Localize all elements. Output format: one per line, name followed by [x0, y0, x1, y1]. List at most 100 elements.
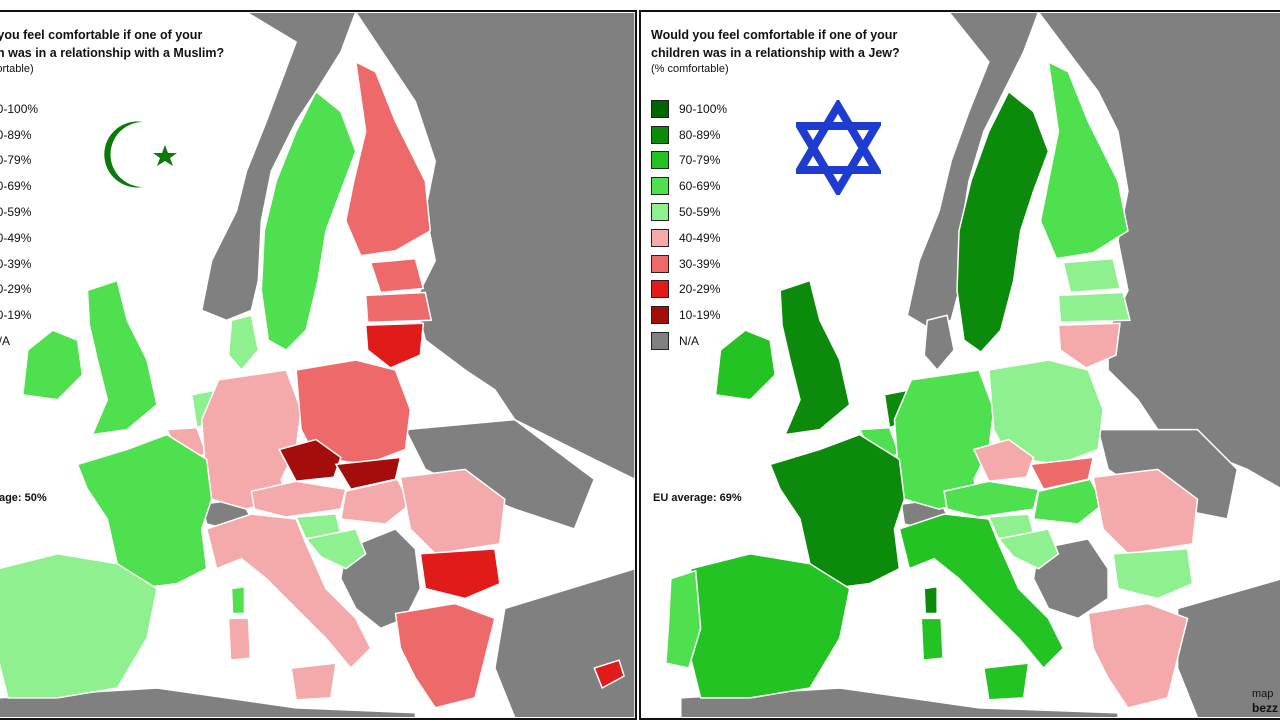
estonia-region: [369, 257, 425, 294]
jew-eu-average: EU average: 69%: [653, 492, 742, 504]
africa-region: [680, 687, 1119, 718]
legend-item: 20-29%: [0, 282, 32, 297]
finland-region: [1039, 60, 1129, 260]
jew-map-title: Would you feel comfortable if one of you…: [651, 26, 931, 77]
legend-item: 50-59%: [0, 205, 32, 220]
legend-swatch: [651, 203, 669, 222]
legend-swatch: [651, 254, 669, 273]
credit-line-1: map: [1251, 688, 1274, 700]
latvia-region: [1057, 291, 1131, 324]
legend-swatch: [651, 125, 669, 144]
legend-item: 40-49%: [0, 230, 32, 245]
ireland-region: [22, 329, 84, 401]
jew-map-title-text: Would you feel comfortable if one of you…: [651, 28, 900, 60]
ukraine-region: [1097, 428, 1239, 520]
lithuania-region: [364, 322, 425, 369]
poland-region: [295, 359, 412, 466]
legend-item: 80-89%: [651, 122, 727, 148]
sweden-region: [956, 90, 1050, 354]
muslim-map-title-text: Would you feel comfortable if one of you…: [0, 28, 225, 60]
ireland-region: [714, 329, 776, 401]
sweden-region: [260, 90, 357, 352]
romania-region: [399, 468, 506, 555]
sicily-region: [983, 662, 1030, 701]
italy-region: [898, 513, 1065, 670]
map-credit: map bezz: [1252, 687, 1278, 716]
france-region: [76, 433, 213, 590]
latvia-region: [364, 291, 433, 324]
legend-item: 60-69%: [651, 173, 727, 199]
legend-item: 70-79%: [651, 148, 727, 174]
austria-region: [250, 480, 347, 518]
poland-region: [988, 359, 1104, 466]
sardinia-region: [227, 617, 252, 661]
sardinia-region: [920, 617, 944, 661]
spain-region: [689, 553, 851, 699]
bulgaria-region: [1112, 548, 1194, 600]
hungary-region: [339, 478, 412, 525]
finland-region: [345, 60, 432, 257]
lithuania-region: [1057, 322, 1121, 369]
legend-item: 90-100%: [0, 101, 39, 116]
austria-region: [943, 480, 1040, 518]
legend-item: N/A: [651, 328, 727, 354]
uk-region: [86, 279, 158, 436]
cyprus-region: [593, 659, 625, 690]
legend-item: 10-19%: [0, 308, 32, 323]
romania-region: [1092, 468, 1199, 555]
uk-region: [779, 279, 851, 436]
greece-region: [394, 602, 496, 709]
africa-region: [0, 687, 417, 718]
legend-item: 60-69%: [0, 179, 32, 194]
spain-region: [0, 553, 158, 699]
muslim-eu-average: EU average: 50%: [0, 492, 47, 504]
croatia-region: [304, 528, 367, 570]
czechia-region: [972, 438, 1035, 483]
turkey-region: [494, 567, 635, 718]
norway-region: [200, 12, 357, 322]
russia-region: [354, 12, 635, 481]
legend-item: 80-89%: [0, 127, 32, 142]
denmark-region: [227, 314, 260, 372]
legend-swatch: [651, 228, 669, 247]
muslim-map-panel: Would you feel comfortable if one of you…: [0, 10, 637, 720]
muslim-map-title: Would you feel comfortable if one of you…: [0, 26, 236, 77]
sicily-region: [290, 662, 337, 701]
jew-map-panel: Would you feel comfortable if one of you…: [639, 10, 1280, 720]
legend-swatch: [651, 177, 669, 196]
legend-item: 70-79%: [0, 153, 32, 168]
legend-swatch: [651, 99, 669, 118]
portugal-region: [665, 569, 702, 669]
jew-europe-map: [665, 12, 1280, 718]
legend-item: 30-39%: [0, 256, 32, 271]
greece-region: [1087, 602, 1189, 709]
hungary-region: [1032, 478, 1105, 525]
muslim-europe-map: [0, 12, 635, 718]
legend-swatch: [651, 151, 669, 170]
muslim-map-legend: 90-100% 80-89% 70-79% 60-69% 50-59% 40-4…: [0, 96, 38, 354]
italy-region: [205, 513, 372, 670]
legend-item: 40-49%: [651, 225, 727, 251]
bulgaria-region: [419, 548, 501, 600]
corsica-region: [230, 585, 246, 615]
legend-item: 20-29%: [651, 277, 727, 303]
legend-item: 50-59%: [651, 199, 727, 225]
credit-line-2: bezz: [1251, 701, 1278, 715]
jew-map-subtitle: (% comfortable): [651, 63, 729, 75]
corsica-region: [923, 585, 938, 615]
legend-item: N/A: [0, 334, 11, 349]
croatia-region: [997, 528, 1060, 570]
france-region: [769, 433, 906, 590]
jew-map-legend: 90-100% 80-89% 70-79% 60-69% 50-59% 40-4…: [651, 96, 727, 354]
legend-item: 90-100%: [651, 96, 727, 122]
estonia-region: [1062, 257, 1121, 294]
legend-item: 30-39%: [651, 251, 727, 277]
legend-item: 10-19%: [651, 302, 727, 328]
crescent-star-icon: [104, 121, 177, 188]
denmark-region: [923, 314, 955, 372]
legend-swatch: [651, 280, 669, 299]
legend-swatch: [651, 306, 669, 325]
norway-region: [906, 12, 1040, 330]
star-of-david-icon: [796, 100, 881, 195]
muslim-map-subtitle: (% comfortable): [0, 63, 34, 75]
